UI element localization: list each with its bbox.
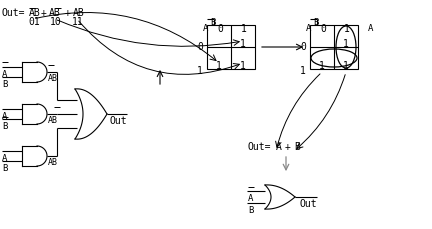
- Text: Out: Out: [299, 198, 317, 208]
- Text: B: B: [2, 163, 7, 172]
- Text: 1: 1: [241, 24, 247, 34]
- Text: A: A: [306, 24, 311, 33]
- Text: 1: 1: [216, 61, 222, 71]
- Text: A: A: [248, 193, 254, 202]
- Text: 10: 10: [50, 17, 62, 27]
- Text: 01: 01: [28, 17, 40, 27]
- Text: B: B: [210, 18, 216, 27]
- Text: B: B: [313, 18, 318, 27]
- Text: A: A: [276, 141, 282, 151]
- Text: 1: 1: [240, 61, 246, 71]
- Text: +: +: [41, 8, 47, 18]
- Text: 1: 1: [343, 61, 349, 71]
- Text: Out=: Out=: [2, 8, 25, 18]
- Text: +: +: [65, 8, 71, 18]
- Text: AB: AB: [49, 8, 61, 18]
- Text: B: B: [294, 141, 300, 151]
- Text: Out=: Out=: [248, 141, 271, 151]
- Text: 1: 1: [319, 61, 325, 71]
- Text: 1: 1: [344, 24, 350, 34]
- Text: 1: 1: [343, 39, 349, 49]
- Text: B: B: [248, 205, 254, 214]
- Bar: [310, 26, 358, 70]
- Text: A: A: [2, 153, 7, 162]
- Text: 1: 1: [300, 66, 306, 76]
- Text: B: B: [2, 121, 7, 131]
- Text: AB: AB: [48, 74, 58, 83]
- Text: 0: 0: [320, 24, 326, 34]
- Text: B: B: [2, 80, 7, 89]
- Text: 0: 0: [300, 42, 306, 52]
- Text: A: A: [203, 24, 208, 33]
- Text: +: +: [285, 141, 291, 151]
- Text: 1: 1: [240, 39, 246, 49]
- Text: 1: 1: [197, 66, 203, 76]
- Text: AB: AB: [48, 157, 58, 166]
- Bar: [207, 26, 255, 70]
- Text: 0: 0: [197, 42, 203, 52]
- Text: 0: 0: [217, 24, 223, 34]
- Text: Out: Out: [110, 115, 127, 125]
- Text: AB: AB: [29, 8, 41, 18]
- Text: AB: AB: [48, 115, 58, 124]
- Text: AB: AB: [73, 8, 85, 18]
- Text: A: A: [368, 24, 373, 33]
- Text: A: A: [2, 70, 7, 79]
- Text: A: A: [2, 112, 7, 120]
- Text: 11: 11: [72, 17, 84, 27]
